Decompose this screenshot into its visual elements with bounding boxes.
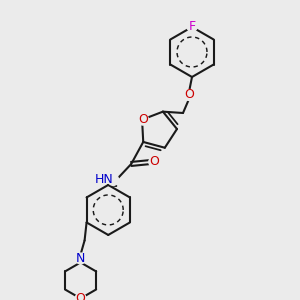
Text: O: O: [76, 292, 85, 300]
Circle shape: [138, 114, 148, 125]
Circle shape: [184, 90, 194, 101]
Text: O: O: [138, 113, 148, 126]
Circle shape: [75, 293, 86, 300]
Circle shape: [149, 157, 160, 167]
Circle shape: [187, 21, 197, 32]
Circle shape: [108, 175, 118, 185]
Text: HN: HN: [94, 173, 113, 187]
Text: O: O: [184, 88, 194, 101]
Circle shape: [75, 253, 86, 264]
Text: N: N: [76, 252, 85, 265]
Text: O: O: [149, 155, 159, 169]
Text: F: F: [188, 20, 196, 32]
